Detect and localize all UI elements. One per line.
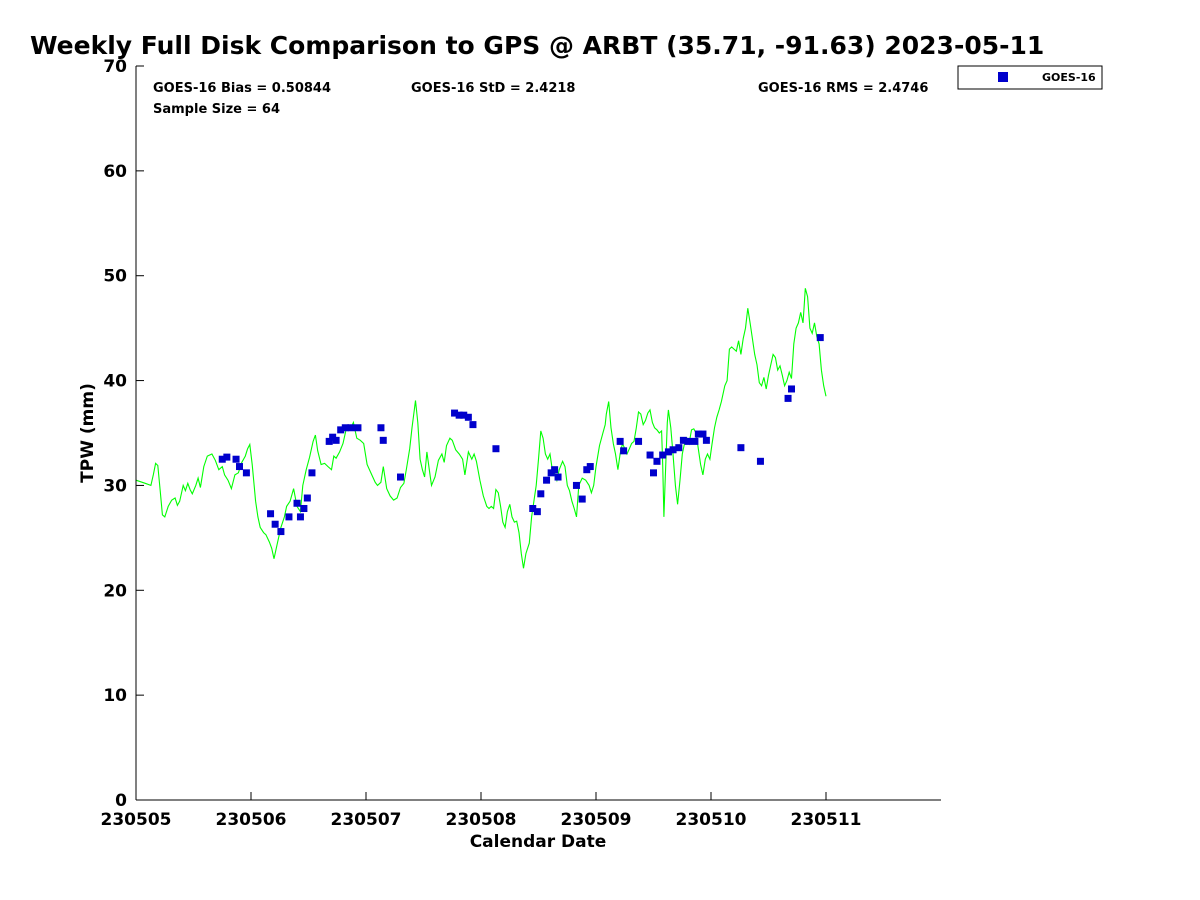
goes16-point xyxy=(455,411,463,419)
goes16-point xyxy=(551,466,559,474)
goes16-point xyxy=(397,473,404,481)
goes16-point xyxy=(694,430,702,438)
goes16-point xyxy=(267,510,275,518)
goes16-point xyxy=(332,436,340,444)
y-tick-label: 60 xyxy=(103,162,127,182)
y-tick-label: 70 xyxy=(103,57,127,77)
goes16-point xyxy=(543,476,551,484)
y-axis-label: TPW (mm) xyxy=(78,383,98,483)
x-tick-label: 230511 xyxy=(791,810,862,830)
goes16-point xyxy=(218,455,226,463)
goes16-point xyxy=(788,385,795,393)
goes16-point xyxy=(341,424,349,432)
y-tick-label: 50 xyxy=(103,267,127,287)
goes16-point xyxy=(337,426,345,434)
legend-marker xyxy=(998,72,1008,82)
y-tick-label: 40 xyxy=(103,372,127,392)
goes16-point xyxy=(659,451,667,459)
y-tick-label: 10 xyxy=(103,686,127,706)
goes16-point xyxy=(784,394,792,402)
legend-label: GOES-16 xyxy=(1042,71,1096,84)
goes16-point xyxy=(675,444,683,452)
goes16-point xyxy=(308,469,316,477)
goes16-point xyxy=(325,437,333,445)
y-tick-label: 20 xyxy=(103,581,127,601)
goes16-point xyxy=(379,436,387,444)
goes16-point xyxy=(554,473,562,481)
goes16-point xyxy=(616,437,624,445)
goes16-point xyxy=(293,499,301,507)
goes16-point xyxy=(537,490,545,498)
goes16-point xyxy=(691,437,699,445)
gps-tpw-line xyxy=(135,288,827,569)
y-tick-label: 30 xyxy=(103,476,127,496)
stat-std: GOES-16 StD = 2.4218 xyxy=(411,81,575,96)
goes16-point xyxy=(277,528,285,536)
stat-bias: GOES-16 Bias = 0.50844 xyxy=(153,81,331,96)
goes16-point xyxy=(684,437,692,445)
goes16-point xyxy=(232,455,240,463)
goes16-point xyxy=(620,447,628,455)
goes16-point xyxy=(242,469,250,477)
goes16-point xyxy=(460,411,468,419)
y-tick-label: 0 xyxy=(115,791,127,811)
goes16-point xyxy=(646,451,654,459)
goes16-point xyxy=(347,424,355,432)
goes16-point xyxy=(464,413,472,421)
goes16-point xyxy=(223,453,231,461)
goes16-point xyxy=(578,495,586,503)
goes16-point xyxy=(469,421,477,429)
goes16-point xyxy=(271,520,279,528)
goes16-point xyxy=(451,409,459,417)
goes16-point xyxy=(702,436,710,444)
stat-sample-size: Sample Size = 64 xyxy=(153,102,280,117)
goes16-point xyxy=(285,513,293,521)
goes16-point xyxy=(354,424,362,432)
goes16-point xyxy=(699,430,707,438)
x-tick-label: 230506 xyxy=(216,810,287,830)
plot-area xyxy=(136,66,941,800)
goes16-point xyxy=(679,436,687,444)
goes16-point xyxy=(756,457,764,465)
stat-rms: GOES-16 RMS = 2.4746 xyxy=(758,81,928,96)
goes16-point xyxy=(236,463,243,471)
goes16-point xyxy=(533,508,541,516)
goes16-point xyxy=(737,444,745,452)
goes16-point xyxy=(653,457,661,465)
goes16-point xyxy=(377,424,385,432)
goes16-point xyxy=(650,469,657,477)
goes16-point xyxy=(296,513,304,521)
chart-title: Weekly Full Disk Comparison to GPS @ ARB… xyxy=(30,31,1044,60)
x-tick-label: 230507 xyxy=(331,810,402,830)
goes16-point xyxy=(529,504,537,512)
goes16-point xyxy=(300,504,308,512)
goes16-point xyxy=(492,445,500,453)
x-tick-label: 230509 xyxy=(561,810,632,830)
legend-box xyxy=(957,65,1103,90)
goes16-point xyxy=(669,446,677,454)
goes16-point xyxy=(586,463,594,471)
x-axis-label: Calendar Date xyxy=(470,832,607,852)
goes16-point xyxy=(664,448,672,456)
goes16-point xyxy=(816,334,824,342)
x-tick-label: 230510 xyxy=(676,810,747,830)
goes16-point xyxy=(303,494,311,502)
goes16-point xyxy=(635,437,643,445)
legend: GOES-16 xyxy=(957,65,1103,90)
goes16-point xyxy=(572,481,580,489)
x-tick-label: 230508 xyxy=(446,810,517,830)
x-tick-label: 230505 xyxy=(101,810,172,830)
